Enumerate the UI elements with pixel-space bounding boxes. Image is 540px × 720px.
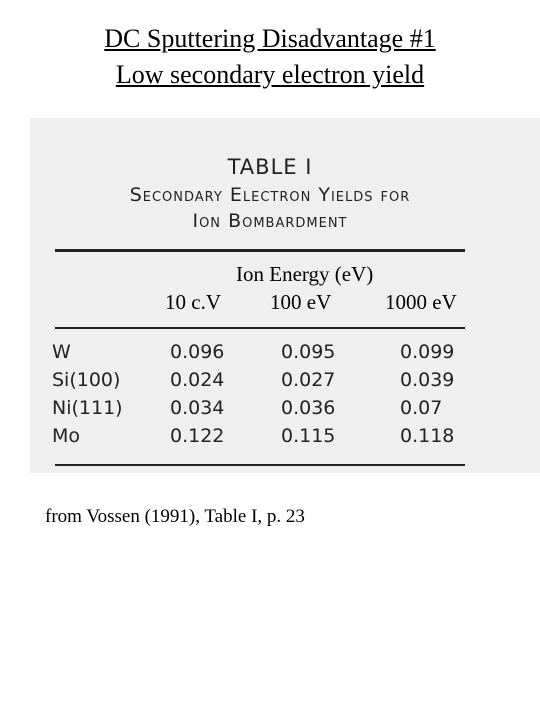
table-subtitle: Secondary Electron Yields for [129,184,411,206]
group-header: Ion Energy (eV) [236,262,374,286]
table-cell: 0.122 [170,425,225,447]
row-label: Si(100) [52,369,121,391]
column-header: 1000 eV [385,290,457,314]
slide-title: Low secondary electron yield [115,60,425,89]
column-header: 100 eV [270,290,332,314]
table-cell: 0.034 [170,397,225,419]
table-cell: 0.039 [400,369,455,391]
row-label: Ni(111) [52,397,123,419]
scanned-table [30,118,540,473]
slide-title: DC Sputtering Disadvantage #1 [104,24,436,53]
caption: from Vossen (1991), Table I, p. 23 [45,506,305,527]
table-title: TABLE I [227,155,313,179]
row-label: Mo [52,425,81,447]
table-cell: 0.024 [170,369,225,391]
rule [55,327,465,329]
row-label: W [52,341,71,363]
table-cell: 0.115 [281,425,336,447]
table-subtitle: Ion Bombardment [192,210,348,232]
column-header: 10 c.V [165,290,221,314]
rule [55,464,465,466]
table-cell: 0.118 [400,425,455,447]
table-cell: 0.099 [400,341,455,363]
rule [55,249,465,252]
table-cell: 0.096 [170,341,225,363]
table-cell: 0.095 [281,341,336,363]
table-cell: 0.027 [281,369,336,391]
table-cell: 0.07 [400,397,443,419]
table-cell: 0.036 [281,397,336,419]
